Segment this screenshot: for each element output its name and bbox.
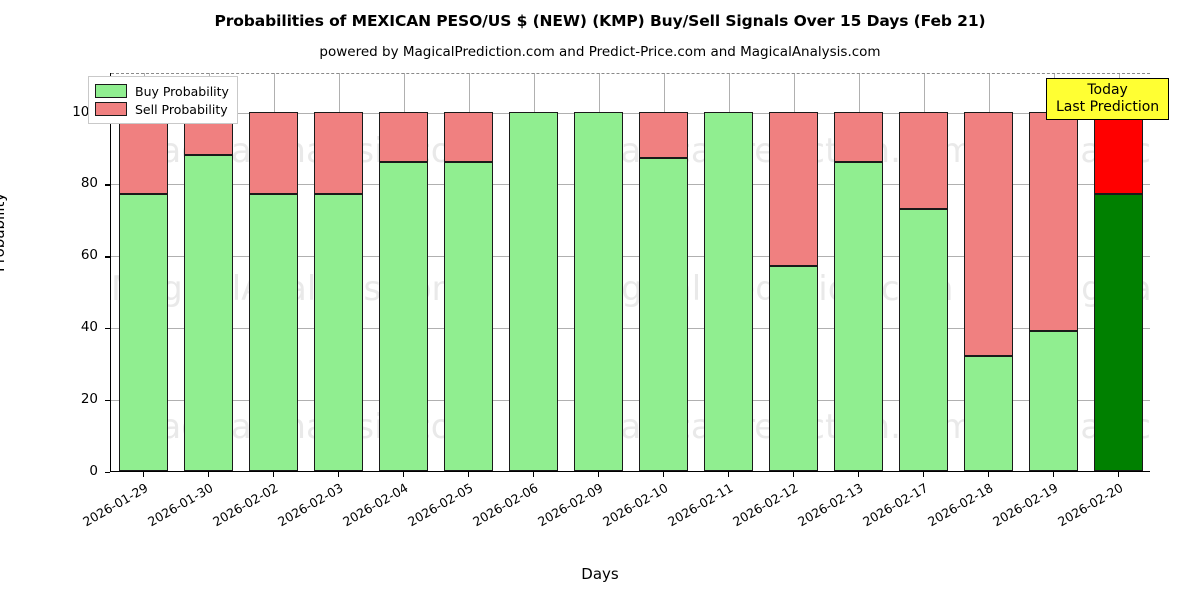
x-tick-mark [987, 472, 989, 477]
bar-stack[interactable] [248, 73, 299, 471]
bar-segment-sell[interactable] [833, 111, 884, 162]
bar-segment-buy[interactable] [443, 161, 494, 471]
bar-segment-sell[interactable] [638, 111, 689, 159]
x-tick-mark [1117, 472, 1119, 477]
y-tick-label: 20 [80, 391, 98, 408]
bar-segment-buy[interactable] [768, 266, 819, 471]
gridline-horizontal [111, 400, 1150, 402]
plot-clip: MagicalAnalysis.com MagicalPrediction.com… [111, 73, 1150, 471]
bar-segment-sell[interactable] [248, 111, 299, 195]
x-tick-mark [922, 472, 924, 477]
x-tick-mark [207, 472, 209, 477]
bar-stack[interactable] [443, 73, 494, 471]
bar-segment-buy[interactable] [313, 194, 364, 471]
bar-stack[interactable] [898, 73, 949, 471]
bar-stack[interactable] [768, 73, 819, 471]
bar-stack[interactable] [313, 73, 364, 471]
y-axis-label: Probability [0, 192, 8, 272]
bar-segment-sell[interactable] [898, 111, 949, 209]
bar-segment-buy[interactable] [248, 194, 299, 471]
y-tick-label: 0 [89, 463, 98, 479]
reference-dashed-line [111, 73, 1150, 74]
x-tick-mark [532, 472, 534, 477]
x-tick-mark [337, 472, 339, 477]
y-tick-mark [105, 256, 110, 258]
today-annotation: Today Last Prediction [1046, 78, 1170, 121]
bar-stack[interactable] [963, 73, 1014, 471]
legend-label-buy: Buy Probability [135, 83, 229, 99]
y-tick-mark [105, 400, 110, 402]
bar-segment-buy[interactable] [963, 355, 1014, 471]
legend-swatch-sell [95, 102, 127, 116]
bar-stack[interactable] [508, 73, 559, 471]
bar-stack[interactable] [378, 73, 429, 471]
bar-segment-sell[interactable] [768, 111, 819, 267]
gridline-horizontal [111, 256, 1150, 258]
bar-segment-sell[interactable] [443, 111, 494, 162]
plot-area: MagicalAnalysis.com MagicalPrediction.com… [110, 73, 1150, 472]
y-tick-label: 40 [80, 319, 98, 336]
bar-stack[interactable] [1028, 73, 1079, 471]
watermark-text: MagicalPrediction.com [571, 269, 954, 309]
bar-segment-buy[interactable] [833, 161, 884, 471]
bar-segment-buy[interactable] [573, 111, 624, 471]
bar-stack[interactable] [703, 73, 754, 471]
x-tick-mark [467, 472, 469, 477]
x-tick-mark [142, 472, 144, 477]
gridline-horizontal [111, 112, 1150, 114]
bar-segment-buy[interactable] [638, 158, 689, 471]
bar-segment-sell[interactable] [963, 111, 1014, 356]
x-tick-mark [597, 472, 599, 477]
bar-segment-buy[interactable] [378, 161, 429, 471]
bar-segment-buy[interactable] [898, 208, 949, 471]
bar-stack[interactable] [573, 73, 624, 471]
bar-segment-buy[interactable] [703, 111, 754, 471]
bar-segment-sell[interactable] [313, 111, 364, 195]
today-annotation-line1: Today [1087, 82, 1128, 98]
x-tick-mark [857, 472, 859, 477]
x-tick-mark [662, 472, 664, 477]
x-axis-label: Days [581, 565, 619, 583]
gridline-horizontal [111, 184, 1150, 186]
chart-title: Probabilities of MEXICAN PESO/US $ (NEW)… [214, 12, 986, 30]
y-tick-mark [105, 328, 110, 330]
bar-stack[interactable] [183, 73, 234, 471]
x-tick-mark [272, 472, 274, 477]
y-tick-label: 60 [80, 247, 98, 264]
bar-segment-buy[interactable] [118, 194, 169, 471]
bar-stack[interactable] [638, 73, 689, 471]
today-annotation-line2: Last Prediction [1056, 98, 1160, 115]
bar-segment-buy[interactable] [508, 111, 559, 471]
legend-label-sell: Sell Probability [135, 101, 228, 117]
legend-item-sell: Sell Probability [95, 100, 229, 118]
y-tick-label: 100 [72, 103, 98, 120]
legend-swatch-buy [95, 84, 127, 98]
x-tick-mark [727, 472, 729, 477]
chart-subtitle: powered by MagicalPrediction.com and Pre… [319, 44, 881, 60]
x-tick-mark [402, 472, 404, 477]
chart-legend: Buy Probability Sell Probability [88, 76, 238, 124]
bar-stack[interactable] [1093, 73, 1144, 471]
bar-segment-sell[interactable] [378, 111, 429, 162]
bar-stack[interactable] [118, 73, 169, 471]
gridline-horizontal [111, 328, 1150, 330]
bar-segment-buy[interactable] [183, 154, 234, 471]
bar-stack[interactable] [833, 73, 884, 471]
bar-segment-buy[interactable] [1028, 330, 1079, 471]
x-tick-mark [792, 472, 794, 477]
y-tick-mark [105, 184, 110, 186]
bar-segment-buy[interactable] [1093, 194, 1144, 471]
bar-segment-sell[interactable] [1093, 111, 1144, 195]
legend-item-buy: Buy Probability [95, 82, 229, 100]
y-tick-label: 80 [80, 175, 98, 192]
y-tick-mark [105, 472, 110, 474]
bar-segment-sell[interactable] [1028, 111, 1079, 331]
bar-segment-sell[interactable] [118, 111, 169, 195]
x-tick-mark [1052, 472, 1054, 477]
